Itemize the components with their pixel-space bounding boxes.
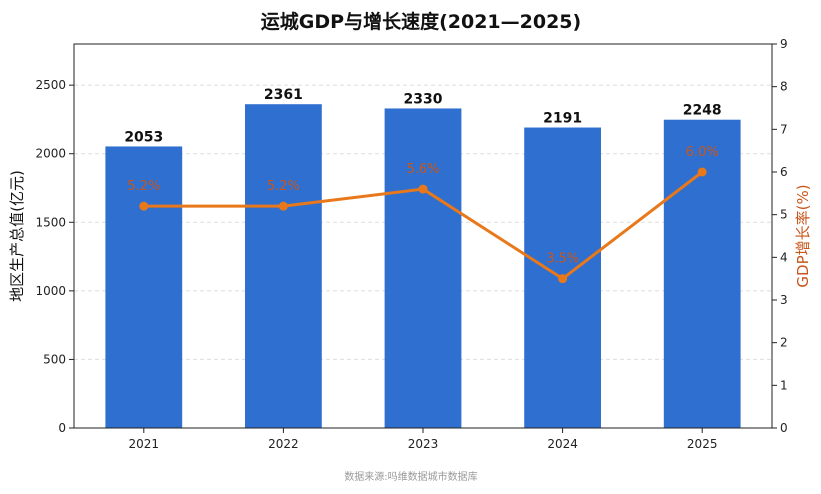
rate-value-labels: 5.2% 5.2% 5.6% 3.5% 6.0%: [127, 145, 718, 267]
x-tick-label: 2024: [547, 437, 578, 451]
bar-value-labels: 2053 2361 2330 2191 2248: [124, 87, 721, 145]
growth-point-2022: [278, 201, 288, 211]
growth-points: [139, 167, 707, 284]
x-tick-label: 2025: [687, 437, 718, 451]
left-tick-label: 1000: [35, 284, 66, 298]
bar-2021: [105, 146, 183, 428]
growth-point-2023: [418, 184, 428, 194]
growth-point-2024: [558, 274, 568, 284]
right-tick-label: 5: [780, 208, 788, 222]
bar-value-label: 2053: [124, 129, 163, 145]
bar-2022: [245, 104, 322, 428]
x-axis-ticks: 2021 2022 2023 2024 2025: [129, 428, 718, 451]
rate-value-label: 6.0%: [686, 145, 719, 160]
right-axis-ticks: 0 1 2 3 4 5 6 7 8 9: [772, 37, 788, 435]
growth-point-2021: [139, 201, 149, 211]
bar-value-label: 2361: [264, 87, 303, 103]
right-tick-label: 7: [780, 122, 788, 136]
right-tick-label: 4: [780, 250, 788, 264]
bars: [105, 104, 741, 429]
rate-value-label: 5.2%: [267, 179, 300, 194]
growth-point-2025: [697, 167, 707, 177]
chart-title: 运城GDP与增长速度(2021—2025): [261, 10, 581, 33]
right-tick-label: 9: [780, 37, 788, 51]
left-tick-label: 0: [58, 421, 66, 435]
right-tick-label: 1: [780, 378, 788, 392]
left-axis-ticks: 0 500 1000 1500 2000 2500: [35, 78, 74, 435]
right-tick-label: 2: [780, 336, 788, 350]
right-tick-label: 0: [780, 421, 788, 435]
bar-value-label: 2330: [404, 91, 443, 107]
left-tick-label: 1500: [35, 215, 66, 229]
left-tick-label: 2000: [35, 147, 66, 161]
source-note: 数据来源:吗维数据城市数据库: [344, 470, 477, 483]
x-tick-label: 2022: [268, 437, 299, 451]
grid-lines: [74, 84, 772, 360]
bar-value-label: 2191: [543, 111, 582, 127]
left-tick-label: 2500: [35, 78, 66, 92]
bar-2025: [663, 119, 741, 429]
right-tick-label: 8: [780, 80, 788, 94]
x-tick-label: 2021: [129, 437, 160, 451]
rate-value-label: 3.5%: [546, 252, 579, 267]
x-tick-label: 2023: [408, 437, 439, 451]
left-tick-label: 500: [43, 352, 66, 366]
bar-2023: [384, 108, 462, 428]
rate-value-label: 5.2%: [127, 179, 160, 194]
y-axis-label-right: GDP增长率(%): [794, 184, 812, 287]
right-tick-label: 6: [780, 165, 788, 179]
y-axis-label-left: 地区生产总值(亿元): [8, 170, 26, 302]
rate-value-label: 5.6%: [406, 162, 439, 177]
bar-value-label: 2248: [683, 103, 722, 119]
right-tick-label: 3: [780, 293, 788, 307]
